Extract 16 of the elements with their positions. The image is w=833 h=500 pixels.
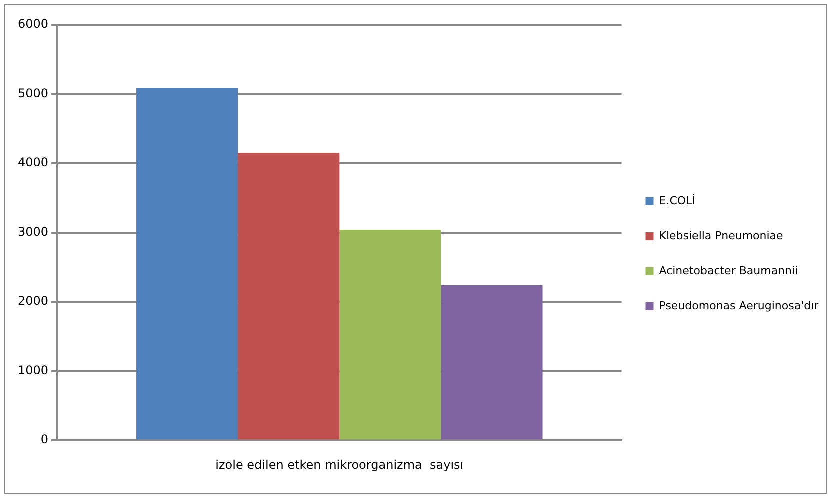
y-tick-label: 4000 — [18, 156, 49, 170]
y-tick-label: 6000 — [18, 17, 49, 32]
legend-label: Acinetobacter Baumannii — [659, 264, 798, 278]
x-tick-label: izole edilen etken mikroorganizma sayısı — [216, 458, 464, 472]
y-tick-label: 2000 — [18, 294, 49, 308]
legend-label: E.COLİ — [659, 193, 696, 208]
bar — [136, 88, 238, 440]
y-tick-label: 5000 — [18, 86, 49, 100]
bar — [441, 285, 543, 440]
y-tick-label: 0 — [40, 432, 49, 447]
legend-label: Klebsiella Pneumoniae — [659, 229, 784, 242]
bar — [238, 153, 340, 440]
bar — [340, 230, 442, 440]
y-tick-label: 1000 — [18, 363, 49, 378]
y-tick-label: 3000 — [18, 224, 49, 239]
legend-label: Pseudomonas Aeruginosa'dır — [659, 299, 820, 312]
